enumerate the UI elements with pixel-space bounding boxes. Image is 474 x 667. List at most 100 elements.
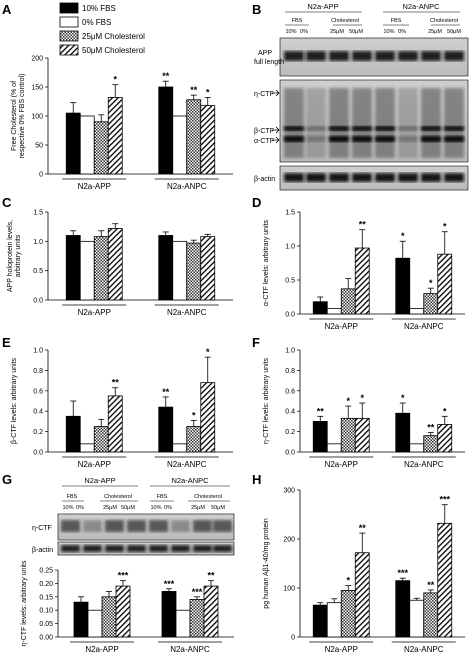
blot-B-row-app-2: full length [254,59,284,66]
chart-H-xtick-label: N2a-APP [325,645,358,654]
legend-label-10fbs: 10% FBS [82,4,116,13]
blotG-lanes-lane-0: 10% [62,505,73,511]
blot-B-sub-1: FBS [292,18,303,24]
chart-F-bar [423,435,439,453]
chart-G-significance: *** [118,571,129,581]
chart-H-bar [354,552,370,638]
blotB-lanes-lane-2: 25μM [330,29,344,35]
chart-E-ytick-label: 0.2 [33,429,43,436]
legend-swatch-25chol [59,30,79,42]
chart-F-ytick-label: 0.0 [285,450,295,457]
blotG-lanes-lane-5: 0% [164,505,172,511]
chart-C-bar [200,236,216,301]
chart-A-bar [186,99,202,175]
chart-G-ytick-label: 0.10 [39,608,53,615]
chart-E-significance: ** [112,378,120,388]
chart-E-ytick-label: 1.0 [33,348,43,355]
chart-F-xtick-label: N2a-ANPC [404,460,444,469]
chart-G: 0.00 0.05 0.10 0.15 0.20 0.25 η-CTF levels: ar… [21,560,234,654]
blotG-lanes-lane-7: 50μM [211,505,225,511]
chart-C-xtick-label: N2a-ANPC [167,308,207,317]
blotB-lanes-lane-7: 50μM [447,29,461,35]
blot-G-group-2: N2a-ANPC [171,476,209,485]
panel-label-E: E [2,335,11,350]
blot-B-row-beta: β-CTF [254,128,274,135]
chart-E-bar [186,426,202,453]
chart-H-ylabel: pg human Aβ1-40/mg protein [263,518,270,609]
chart-F-bar [326,443,342,453]
chart-A-xtick-label: N2a-ANPC [167,182,207,191]
chart-G-bar [161,591,177,638]
chart-D-bar [354,247,370,315]
chart-A-bar [200,105,216,175]
blot-B-row-alpha: α-CTF [254,138,274,145]
chart-C-bar [93,236,109,301]
legend-swatch-0fbs [59,16,79,28]
chart-G-bar [189,599,205,638]
chart-F-significance: * [401,393,405,403]
chart-E-bar [107,395,123,453]
chart-C-bar [79,240,95,301]
blotB-lanes-lane-6: 25μM [428,29,442,35]
chart-C-ylabel: APP holoprotein levels,arbitrary units [7,220,22,292]
chart-D-bar [326,308,342,315]
chart-D-bar [409,308,425,315]
blot-B-group-2: N2a-ANPC [402,2,440,11]
chart-G-xtick-label: N2a-ANPC [170,645,210,654]
chart-G-bar [115,585,131,638]
chart-D-bar [437,253,453,315]
chart-A-significance: ** [162,71,170,81]
chart-C-bar [186,242,202,301]
chart-D-significance: * [429,278,433,288]
chart-E-bar [79,443,95,453]
chart-F: 0.0 0.2 0.4 0.6 0.8 1.0 η-CTF levels: arbitrar… [263,348,465,469]
chart-C-xtick-label: N2a-APP [78,308,111,317]
legend-label-50chol: 50μM Cholesterol [82,46,145,55]
chart-F-ytick-label: 0.8 [285,368,295,375]
chart-E-bar [93,426,109,453]
chart-G-bar [87,609,103,638]
blot-G-sub-1: FBS [67,494,78,500]
chart-H-ytick-label: 100 [283,586,295,593]
chart-C-bar [65,235,81,301]
blot-G-group-1: N2a-APP [84,476,115,485]
chart-H-bar [409,599,425,638]
chart-H-bar [326,602,342,638]
chart-E-ytick-label: 0.4 [33,409,43,416]
chart-E-ytick-label: 0.8 [33,368,43,375]
chart-F-bar [312,420,328,453]
chart-D-significance: ** [359,220,367,230]
chart-A-xtick-label: N2a-APP [78,182,111,191]
blot-G-row-eta: η-CTF [32,525,52,532]
chart-H-bar [312,604,328,638]
blot-B-sub-4: Cholesterol [430,18,458,24]
blotB-lanes-lane-1: 0% [300,29,308,35]
chart-A-bar [158,86,174,175]
blotB-lanes-lane-5: 0% [398,29,406,35]
chart-A-ylabel: Free Cholesterol (% ofrespective 0% FBS … [11,74,26,159]
blotB-lanes-lane-3: 50μM [349,29,363,35]
panel-label-G: G [2,472,12,487]
chart-G-ytick-label: 0.25 [39,568,53,575]
chart-H-significance: * [346,576,350,586]
blotG-lanes-lane-4: 10% [150,505,161,511]
chart-A-significance: * [206,87,210,97]
chart-D-bar [312,301,328,315]
chart-G-significance: *** [164,579,175,589]
chart-H-ytick-label: 300 [283,488,295,495]
legend-label-25chol: 25μM Cholesterol [82,32,145,41]
chart-C-ytick-label: 1.0 [33,239,43,246]
chart-F-ytick-label: 0.2 [285,429,295,436]
chart-G-ylabel: η-CTF levels: arbitrary units [21,560,28,646]
legend-label-0fbs: 0% FBS [82,18,111,27]
chart-D-ylabel: α-CTF levels: arbitrary units [263,219,270,306]
chart-F-bar [354,417,370,453]
chart-F-significance: ** [427,423,435,433]
blot-B-group-1: N2a-APP [307,2,338,11]
chart-H-bar [340,590,356,638]
chart-G-ytick-label: 0.05 [39,621,53,628]
chart-A-ytick-label: 200 [31,56,43,63]
chart-F-significance: * [443,406,447,416]
chart-C-ytick-label: 0.0 [33,298,43,305]
